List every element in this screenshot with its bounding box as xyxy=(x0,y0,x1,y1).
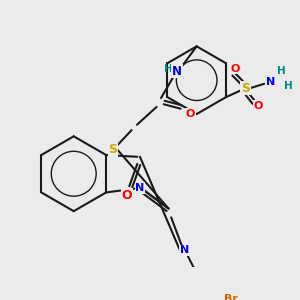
Text: O: O xyxy=(254,101,263,111)
Text: Br: Br xyxy=(224,294,238,300)
Text: O: O xyxy=(230,64,240,74)
Text: N: N xyxy=(266,77,275,87)
Text: O: O xyxy=(121,189,132,202)
Text: S: S xyxy=(108,143,117,156)
Text: H: H xyxy=(284,80,293,91)
Text: S: S xyxy=(241,82,250,95)
Text: H: H xyxy=(164,64,172,74)
Text: O: O xyxy=(186,109,195,119)
Text: H: H xyxy=(277,66,286,76)
Text: N: N xyxy=(135,183,145,193)
Text: N: N xyxy=(180,245,189,255)
Text: N: N xyxy=(172,65,182,78)
